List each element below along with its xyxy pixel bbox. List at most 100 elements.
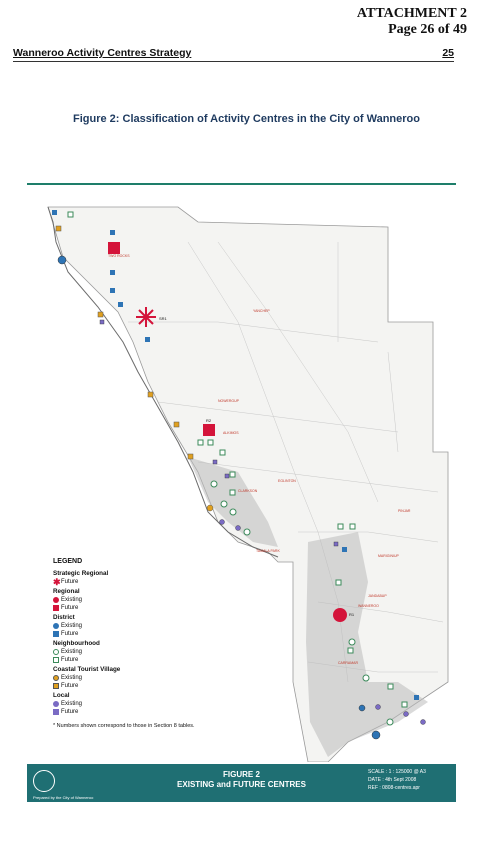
label-carramar: CARRAMAR — [338, 661, 359, 665]
label-tamala: TAMALA PARK — [256, 549, 280, 553]
legend-coastal-existing: Existing — [61, 675, 83, 681]
label-jandabup: JANDABUP — [368, 594, 387, 598]
neighbourhood-centre[interactable] — [387, 683, 394, 690]
district-centre-existing[interactable] — [371, 730, 381, 740]
square-outline-icon — [53, 657, 59, 663]
circle-outline-icon — [53, 649, 59, 655]
label-clarkson: CLARKSON — [238, 489, 258, 493]
legend-regional-future: Future — [61, 605, 79, 611]
neighbourhood-centre[interactable] — [337, 523, 344, 530]
label-pinjar: PINJAR — [398, 509, 411, 513]
coastal-village-future[interactable] — [147, 391, 154, 398]
legend-note: * Numbers shown correspond to those in S… — [53, 723, 195, 729]
local-centre-future[interactable] — [99, 319, 105, 325]
neighbourhood-centre[interactable] — [347, 647, 354, 654]
neighbourhood-centre-existing[interactable] — [386, 718, 394, 726]
page-number: 25 — [442, 47, 454, 59]
map-footer: FIGURE 2 EXISTING and FUTURE CENTRES SCA… — [27, 764, 456, 802]
legend-title: LEGEND — [53, 558, 83, 565]
square-icon — [53, 709, 59, 715]
document-title: Wanneroo Activity Centres Strategy — [13, 47, 192, 59]
neighbourhood-centre[interactable] — [219, 449, 226, 456]
neighbourhood-centre[interactable] — [67, 211, 74, 218]
neighbourhood-centre-existing[interactable] — [210, 480, 218, 488]
legend-coastal-future: Future — [61, 683, 79, 689]
coastal-village-future[interactable] — [173, 421, 180, 428]
regional-centre-future-north[interactable] — [108, 242, 120, 254]
neighbourhood-centre[interactable] — [229, 489, 236, 496]
local-centre-future[interactable] — [333, 541, 339, 547]
district-centre[interactable] — [110, 288, 115, 293]
legend-neighbourhood: Neighbourhood — [53, 640, 100, 647]
local-centre-existing[interactable] — [219, 519, 225, 525]
footer-ref: REF : 0808-centres.apr — [368, 785, 420, 791]
map-canvas: TWO ROCKS YANCHEP ALKIMOS TAMALA PARK WA… — [47, 206, 449, 762]
square-icon — [53, 631, 59, 637]
attachment-line1: ATTACHMENT 2 — [356, 6, 467, 21]
legend-local: Local — [53, 692, 70, 699]
local-centre-future[interactable] — [224, 473, 230, 479]
neighbourhood-centre[interactable] — [229, 471, 236, 478]
regional-centre-r2[interactable] — [203, 424, 215, 436]
label-eglinton: EGLINTON — [278, 479, 296, 483]
district-centre-existing[interactable] — [358, 704, 366, 712]
label-sr1: SR1 — [159, 316, 168, 321]
district-centre[interactable] — [414, 695, 419, 700]
coastal-village-future[interactable] — [97, 311, 104, 318]
label-alkimos: ALKIMOS — [223, 431, 239, 435]
legend-local-future: Future — [61, 709, 79, 715]
neighbourhood-centre[interactable] — [335, 579, 342, 586]
neighbourhood-centre[interactable] — [401, 701, 408, 708]
attachment-label: ATTACHMENT 2 Page 26 of 49 — [357, 6, 467, 38]
local-centre-existing[interactable] — [375, 704, 381, 710]
neighbourhood-centre-existing[interactable] — [243, 528, 251, 536]
circle-icon — [53, 597, 59, 603]
urban-area-coast — [188, 457, 278, 547]
label-mariginiup: MARIGINIUP — [378, 554, 399, 558]
local-centre-existing[interactable] — [403, 711, 409, 717]
coastal-village-existing[interactable] — [206, 504, 214, 512]
district-centre[interactable] — [145, 337, 150, 342]
local-centre-existing[interactable] — [420, 719, 426, 725]
legend-district-future: Future — [61, 631, 79, 637]
neighbourhood-centre[interactable] — [197, 439, 204, 446]
legend-local-existing: Existing — [61, 701, 83, 707]
city-logo-icon — [33, 770, 55, 792]
map-legend: LEGEND Strategic Regional ✱ Future Region… — [53, 558, 223, 730]
legend-neighbourhood-future: Future — [61, 657, 79, 663]
neighbourhood-centre[interactable] — [349, 523, 356, 530]
neighbourhood-centre-existing[interactable] — [220, 500, 228, 508]
footer-figure-title: EXISTING and FUTURE CENTRES — [177, 780, 306, 789]
district-centre[interactable] — [52, 210, 57, 215]
footer-date: DATE : 4th Sept 2008 — [368, 777, 417, 783]
district-centre[interactable] — [342, 547, 347, 552]
district-centres-future — [52, 210, 419, 700]
local-centre-existing[interactable] — [235, 525, 241, 531]
neighbourhood-centre-existing[interactable] — [362, 674, 370, 682]
legend-strategic-regional: Strategic Regional — [53, 570, 109, 577]
district-centre[interactable] — [118, 302, 123, 307]
figure-title: Figure 2: Classification of Activity Cen… — [73, 113, 420, 125]
neighbourhood-centre-existing[interactable] — [348, 638, 356, 646]
coastal-village-future[interactable] — [187, 453, 194, 460]
asterisk-icon: ✱ — [53, 577, 61, 587]
coastline — [47, 206, 279, 558]
label-two-rocks: TWO ROCKS — [108, 254, 130, 258]
neighbourhood-centre[interactable] — [207, 439, 214, 446]
attachment-page: Page 26 of 49 — [388, 22, 467, 37]
strategic-regional-centre-sr1[interactable] — [136, 307, 156, 327]
regional-centre-r1[interactable] — [333, 608, 347, 622]
district-centre[interactable] — [110, 270, 115, 275]
label-yanchep: YANCHEP — [253, 309, 270, 313]
district-centre-existing[interactable] — [57, 255, 67, 265]
coastal-village-future[interactable] — [55, 225, 62, 232]
legend-regional-existing: Existing — [61, 597, 83, 603]
neighbourhood-centre-existing[interactable] — [229, 508, 237, 516]
circle-icon — [53, 623, 59, 629]
footer-prepared-by: Prepared by the City of Wanneroo — [33, 795, 94, 800]
label-wanneroo: WANNEROO — [358, 604, 379, 608]
local-centre-future[interactable] — [212, 459, 218, 465]
circle-icon — [53, 701, 59, 707]
district-centre[interactable] — [110, 230, 115, 235]
legend-neighbourhood-existing: Existing — [61, 649, 83, 655]
